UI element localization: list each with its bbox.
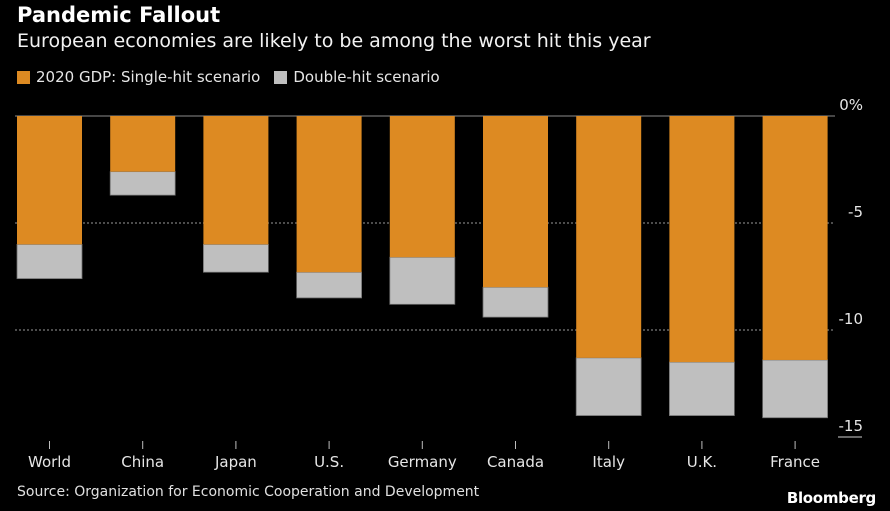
x-tick-label: France — [770, 453, 820, 471]
bar-single-hit — [576, 116, 642, 358]
bar-double-hit — [669, 361, 735, 417]
bar-single-hit — [296, 116, 362, 273]
x-tick-label: U.S. — [314, 453, 344, 471]
bar-double-hit — [16, 243, 83, 280]
bar-double-hit — [762, 359, 828, 419]
bar-single-hit — [483, 116, 548, 288]
x-tick-label: Canada — [487, 453, 544, 471]
bar-double-hit — [202, 243, 269, 273]
y-tick-label: -15 — [839, 417, 864, 435]
x-tick-label: China — [121, 453, 164, 471]
chart-subtitle: European economies are likely to be amon… — [17, 30, 651, 52]
legend-item-double-hit: Double-hit scenario — [274, 68, 440, 86]
legend-label-single-hit: 2020 GDP: Single-hit scenario — [36, 68, 261, 86]
legend-swatch-single-hit — [17, 70, 30, 84]
x-tick-label: World — [28, 453, 71, 471]
bar-double-hit — [296, 271, 363, 299]
chart-title: Pandemic Fallout — [17, 3, 221, 27]
bar-double-hit — [389, 256, 456, 305]
legend: 2020 GDP: Single-hit scenario Double-hit… — [17, 68, 454, 86]
legend-swatch-double-hit — [274, 70, 288, 84]
legend-label-double-hit: Double-hit scenario — [293, 68, 440, 86]
x-tick-label: U.K. — [687, 453, 717, 471]
x-tick-label: Italy — [592, 453, 625, 471]
bar-single-hit — [17, 116, 82, 245]
bar-double-hit — [575, 357, 642, 417]
bar-single-hit — [110, 116, 176, 172]
bar-double-hit — [482, 286, 549, 318]
source-note: Source: Organization for Economic Cooper… — [17, 484, 480, 500]
brand-logo: Bloomberg — [786, 489, 876, 507]
y-tick-label: 0% — [839, 96, 863, 114]
y-tick-label: -5 — [848, 203, 863, 221]
bar-single-hit — [762, 116, 828, 360]
y-tick-label: -10 — [839, 310, 864, 328]
legend-item-single-hit: 2020 GDP: Single-hit scenario — [17, 68, 260, 86]
bar-single-hit — [203, 116, 269, 245]
x-tick-label: Germany — [388, 453, 457, 471]
bar-double-hit — [109, 171, 176, 196]
bar-single-hit — [389, 116, 455, 258]
bar-single-hit — [669, 116, 735, 363]
x-tick-label: Japan — [214, 453, 257, 471]
